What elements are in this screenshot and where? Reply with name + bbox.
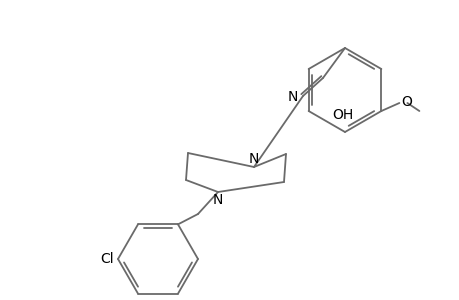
Text: O: O <box>401 95 411 109</box>
Text: OH: OH <box>332 108 353 122</box>
Text: N: N <box>287 90 297 104</box>
Text: N: N <box>248 152 258 166</box>
Text: N: N <box>213 193 223 207</box>
Text: Cl: Cl <box>100 252 114 266</box>
